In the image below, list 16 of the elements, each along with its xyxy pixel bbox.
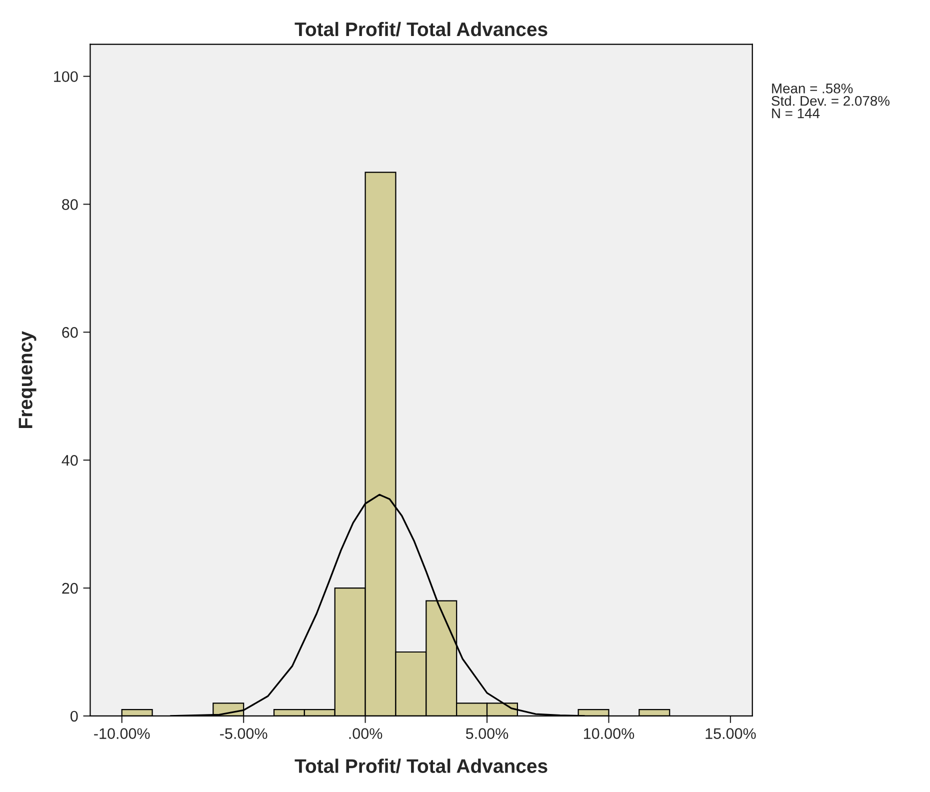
x-tick-label: -5.00% xyxy=(220,728,268,739)
y-tick-label: 60 xyxy=(62,327,78,338)
y-tick-label: 20 xyxy=(62,582,78,594)
x-tick-label: -10.00% xyxy=(94,728,150,739)
y-tick-label: 100 xyxy=(54,71,78,82)
x-axis-title: Total Profit/ Total Advances xyxy=(294,758,548,774)
y-tick-label: 80 xyxy=(62,199,78,210)
y-tick-label: 0 xyxy=(70,710,78,722)
chart-title: Total Profit/ Total Advances xyxy=(294,22,548,36)
x-tick-label: 5.00% xyxy=(466,728,508,739)
x-tick-label: 10.00% xyxy=(584,728,634,739)
y-tick-label: 40 xyxy=(62,454,78,466)
y-axis-title: Frequency xyxy=(18,331,36,428)
x-tick-label: .00% xyxy=(349,728,382,739)
x-tick-label: 15.00% xyxy=(706,728,756,739)
text: Mean = .58% Std. Dev. = 2.078% N = 144 xyxy=(772,84,890,118)
